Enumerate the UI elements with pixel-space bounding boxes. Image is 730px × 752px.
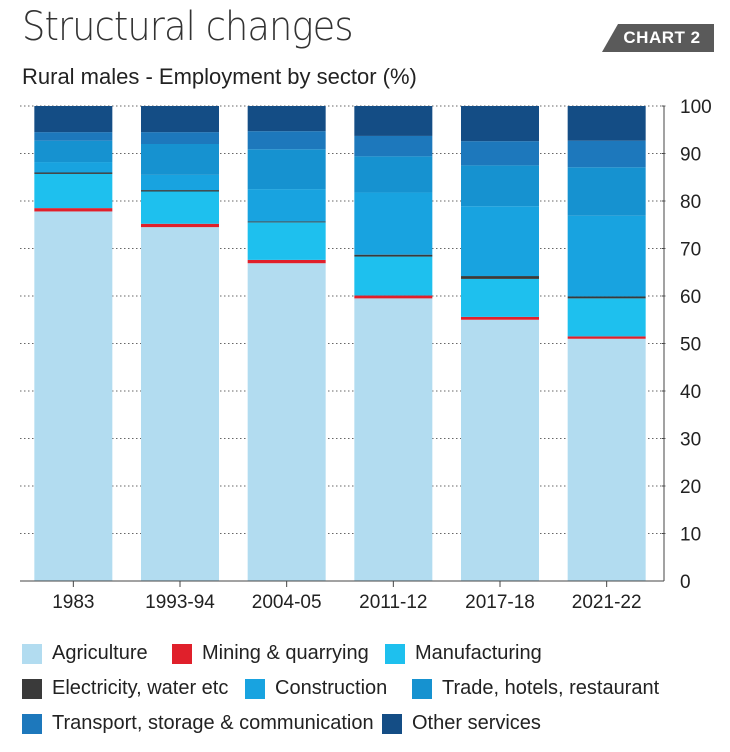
y-tick-label: 20 [680,477,701,498]
bar-segment [461,141,539,166]
y-tick-label: 100 [680,97,712,118]
stacked-bar-chart: 0 10 20 30 40 50 60 70 80 90 100 1983 1993-94 2004-05… [20,97,712,613]
legend-label: Mining & quarrying [202,642,369,664]
bar-segment [354,135,433,157]
legend-item-transport: Transport, storage & communication [22,712,382,735]
bar-segment [247,263,326,581]
bar-segment [567,296,646,299]
bar-segment [247,149,326,190]
bar-segment [34,162,113,173]
bar-segment [354,106,433,136]
x-tick-label: 1983 [52,592,94,613]
bar-segment [567,298,646,337]
y-tick-label: 90 [680,145,701,166]
bar-segment [461,165,539,207]
chart-number-tag: CHART 2 [602,24,714,52]
bar-segment [34,172,113,174]
bar-segment [354,256,433,296]
legend-item-manufacturing: Manufacturing [385,642,542,665]
chart-title: Structural changes [22,4,354,50]
bar-segment [354,156,433,193]
legend-row: Transport, storage & communication Other… [22,706,722,741]
bar-segment [141,106,219,133]
bar-segment [141,144,219,175]
x-tick-label: 2004-05 [252,592,322,613]
legend-swatch [412,678,432,699]
bar-segment [461,106,539,142]
bar-segment [34,106,113,133]
bar-segment [567,215,646,297]
bar-segment [141,132,219,144]
bar-segment [354,298,433,581]
legend-label: Transport, storage & communication [52,712,374,734]
y-tick-label: 80 [680,192,701,213]
legend-item-mining: Mining & quarrying [172,642,385,665]
bar-segment [34,173,113,209]
bar-segment [567,167,646,216]
legend-row: Agriculture Mining & quarrying Manufactu… [22,636,722,671]
bar-segment [141,190,219,192]
bar-segment [34,211,113,581]
legend-swatch [22,713,42,734]
bar-segment [567,106,646,141]
bar-segment [461,206,539,277]
y-tick-label: 0 [680,572,691,593]
legend-label: Electricity, water etc [52,677,229,699]
legend-swatch [382,713,402,734]
legend-label: Trade, hotels, restaurant [442,677,660,699]
bar-segment [354,192,433,255]
bar-segment [141,223,219,228]
x-tick-label: 2017-18 [465,592,535,613]
bar-segment [461,319,539,581]
bar-segment [141,227,219,581]
bar-segment [247,221,326,223]
legend-swatch [385,643,405,664]
legend-label: Construction [275,677,388,699]
legend-swatch [172,643,192,664]
y-tick-label: 10 [680,525,701,546]
bar-segment [461,316,539,320]
bar-segment [247,131,326,150]
legend-row: Electricity, water etc Construction Trad… [22,671,722,706]
bar-segment [567,336,646,339]
y-tick-label: 60 [680,287,701,308]
legend-item-other-services: Other services [382,712,541,735]
bar-segment [34,132,113,141]
bar-segment [354,295,433,299]
bar-segment [247,259,326,264]
y-tick-label: 40 [680,382,701,403]
bar-segment [247,106,326,132]
bar-segment [141,191,219,224]
x-tick-label: 1993-94 [145,592,215,613]
bar-segment [247,189,326,222]
legend-swatch [22,643,42,664]
chart-legend: Agriculture Mining & quarrying Manufactu… [22,636,722,741]
bar-segment [461,278,539,317]
bar-segment [354,254,433,257]
legend-swatch [22,678,42,699]
legend-item-trade: Trade, hotels, restaurant [412,677,659,700]
bar-segment [567,140,646,168]
chart-subtitle: Rural males - Employment by sector (%) [22,64,417,89]
bar-segment [34,208,113,212]
legend-item-construction: Construction [245,677,412,700]
legend-label: Agriculture [52,642,148,664]
legend-label: Manufacturing [415,642,542,664]
x-tick-label: 2021-22 [572,592,642,613]
legend-item-agriculture: Agriculture [22,642,172,665]
x-tick-label: 2011-12 [359,592,427,613]
y-tick-label: 50 [680,335,701,356]
bar-segment [461,276,539,279]
y-tick-label: 30 [680,430,701,451]
legend-swatch [245,678,265,699]
legend-item-electricity: Electricity, water etc [22,677,245,700]
legend-label: Other services [412,712,541,734]
bar-segment [567,338,646,581]
y-tick-label: 70 [680,240,701,261]
bar-segment [141,174,219,191]
bar-segment [247,222,326,260]
bar-segment [34,140,113,163]
